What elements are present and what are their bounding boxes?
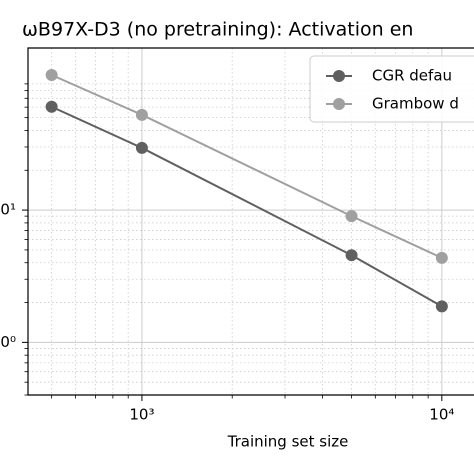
x-axis-label: Training set size <box>227 433 349 451</box>
legend-box <box>309 55 474 123</box>
legend-marker <box>333 98 345 110</box>
series-line <box>51 74 443 259</box>
y-tick-label: 10⁰ <box>0 333 16 351</box>
data-point <box>435 251 448 264</box>
data-point <box>135 141 148 154</box>
legend-label: CGR defau <box>372 67 452 85</box>
data-point <box>435 300 448 313</box>
y-tick-label: 10¹ <box>0 201 16 219</box>
data-point <box>45 69 58 82</box>
legend-label: Grambow d <box>372 95 459 113</box>
x-tick-label: 10³ <box>129 406 154 424</box>
data-point <box>345 249 358 262</box>
axes-frame <box>27 47 474 396</box>
data-point <box>45 100 58 113</box>
x-tick-label: 10⁴ <box>429 406 454 424</box>
chart-title: ωB97X-D3 (no pretraining): Activation en <box>22 19 413 41</box>
series-line <box>51 105 443 308</box>
data-point <box>345 210 358 223</box>
data-point <box>135 108 148 121</box>
legend-marker <box>333 70 345 82</box>
